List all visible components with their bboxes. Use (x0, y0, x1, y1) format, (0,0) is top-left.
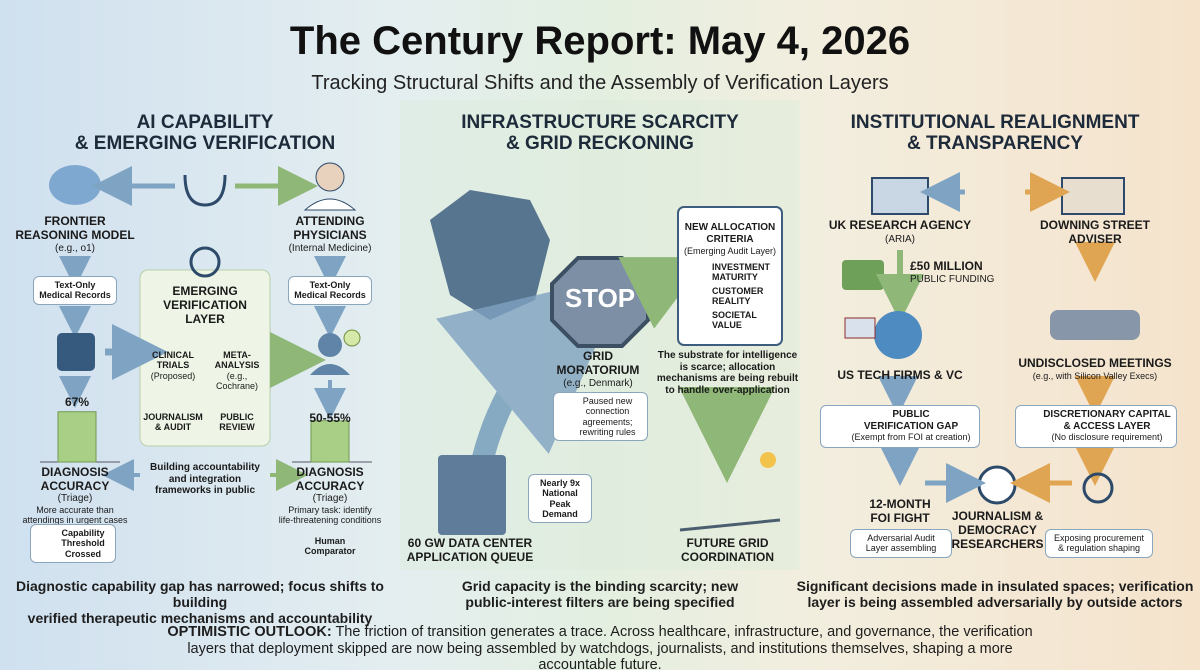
server-icon (438, 455, 506, 535)
stethoscope-icon (183, 174, 227, 207)
records-box: Text-Only Medical Records (33, 276, 117, 305)
demand-box: Nearly 9x National Peak Demand (528, 474, 592, 524)
result-label: DIAGNOSIS ACCURACY (295, 465, 365, 493)
sun-icon (760, 452, 776, 468)
records-box: Text-Only Medical Records (288, 276, 372, 305)
result-note: (Triage) (312, 493, 348, 504)
accuracy-bars (57, 411, 350, 463)
adviser-label: DOWNING STREET ADVISER (1040, 218, 1150, 246)
frameworks-note: Building accountability and integration … (149, 462, 260, 496)
substrate-note: The substrate for intelligence is scarce… (656, 350, 799, 396)
us-tech-label: US TECH FIRMS & VC (837, 368, 963, 382)
accuracy-bar (57, 411, 97, 463)
person-body (310, 364, 350, 375)
result-detail: Primary task: identify life-threatening … (278, 505, 382, 526)
agency-label: UK RESEARCH AGENCY (828, 218, 972, 232)
section-caption: Diagnostic capability gap has narrowed; … (16, 578, 384, 627)
balance (679, 518, 781, 532)
gap-box: PUBLIC VERIFICATION GAP (Exempt from FOI … (820, 405, 980, 448)
criteria-item: CUSTOMER REALITY (712, 286, 764, 307)
arrow (618, 257, 708, 329)
future-label: FUTURE GRID COORDINATION (680, 536, 775, 564)
gap-note: (Exempt from FOI at creation) (851, 432, 971, 442)
gap-label: PUBLIC VERIFICATION GAP (863, 409, 959, 432)
funding-note: PUBLIC FUNDING (910, 274, 995, 285)
arrow (436, 273, 628, 473)
comparator-label: Human Comparator (304, 536, 356, 557)
layer-item: PUBLIC REVIEW (219, 412, 255, 433)
building-icon (871, 177, 929, 215)
doctor-body (303, 198, 357, 211)
discretionary-box: DISCRETIONARY CAPITAL & ACCESS LAYER (No … (1015, 405, 1177, 448)
money-icon (842, 260, 884, 290)
result-detail: More accurate than attendings in urgent … (22, 505, 128, 526)
paused-box: Paused new connection agreements; rewrit… (553, 392, 648, 442)
layer-item: CLINICAL TRIALS (152, 350, 194, 371)
accuracy-label: 50-55% (309, 411, 351, 425)
magnifier-icon (189, 246, 221, 278)
layer-item-note: (e.g., Cochrane) (215, 371, 259, 392)
queue-label: 60 GW DATA CENTER APPLICATION QUEUE (406, 536, 534, 564)
magnifier-icon (1082, 472, 1114, 504)
question-icon (343, 329, 361, 347)
moratorium-note: (e.g., Denmark) (563, 378, 633, 389)
adversarial-box: Adversarial Audit Layer assembling (850, 529, 952, 558)
agency-note: (ARIA) (885, 234, 915, 245)
node-label: ATTENDING PHYSICIANS (293, 214, 367, 242)
criteria-item: INVESTMENT MATURITY (712, 262, 771, 283)
meeting-icon (1050, 310, 1140, 340)
clipboard (677, 206, 783, 346)
layer-item: META- ANALYSIS (214, 350, 260, 371)
discretionary-note: (No disclosure requirement) (1051, 432, 1163, 442)
discretionary-label: DISCRETIONARY CAPITAL & ACCESS LAYER (1043, 409, 1171, 432)
doctor-icon (315, 162, 345, 192)
foi-label: 12-MONTH FOI FIGHT (869, 497, 931, 525)
criteria-label: NEW ALLOCATION CRITERIA (684, 222, 776, 245)
accuracy-bar (310, 420, 350, 463)
title: The Century Report: May 4, 2026 (289, 19, 911, 63)
layer-label: EMERGING VERIFICATION LAYER (163, 284, 247, 326)
node-label: FRONTIER REASONING MODEL (15, 214, 135, 242)
layer-item: JOURNALISM & AUDIT (143, 412, 203, 433)
meetings-note: (e.g., with Silicon Valley Execs) (1032, 371, 1158, 381)
section-heading: INFRASTRUCTURE SCARCITY & GRID RECKONING (461, 112, 739, 154)
funding-label: £50 MILLION (910, 259, 983, 273)
node-note: (e.g., o1) (54, 243, 96, 254)
building-icon (1061, 177, 1125, 215)
layer-item-note: (Proposed) (150, 371, 196, 381)
meetings-label: UNDISCLOSED MEETINGS (1018, 356, 1172, 370)
section-caption: Significant decisions made in insulated … (796, 578, 1194, 611)
exposing-box: Exposing procurement & regulation shapin… (1045, 529, 1153, 558)
chip-icon (57, 333, 95, 371)
moratorium-label: GRID MORATORIUM (556, 349, 640, 377)
brain-icon (49, 165, 101, 205)
clock-icon (977, 465, 1017, 505)
threshold-badge: Capability Threshold Crossed (30, 524, 116, 564)
subtitle: Tracking Structural Shifts and the Assem… (311, 72, 889, 94)
person-icon (318, 333, 342, 357)
result-label: DIAGNOSIS ACCURACY (40, 465, 110, 493)
section-heading: INSTITUTIONAL REALIGNMENT & TRANSPARENCY (850, 112, 1140, 154)
researchers-label: JOURNALISM & DEMOCRACY RESEARCHERS (951, 509, 1044, 551)
result-note: (Triage) (57, 493, 93, 504)
node-note: (Internal Medicine) (288, 243, 372, 254)
section-heading: AI CAPABILITY & EMERGING VERIFICATION (74, 112, 336, 154)
globe-icon (874, 311, 922, 359)
stop-label: STOP (564, 283, 636, 313)
footer-text: The friction of transition generates a t… (187, 624, 1033, 670)
footer: OPTIMISTIC OUTLOOK: The friction of tran… (150, 624, 1050, 670)
accuracy-label: 67% (64, 395, 90, 409)
flag-icon (844, 317, 876, 339)
criteria-note: (Emerging Audit Layer) (683, 246, 777, 256)
criteria-item: SOCIETAL VALUE (712, 310, 757, 331)
footer-lead: OPTIMISTIC OUTLOOK: (167, 624, 332, 640)
section-caption: Grid capacity is the binding scarcity; n… (461, 578, 739, 611)
